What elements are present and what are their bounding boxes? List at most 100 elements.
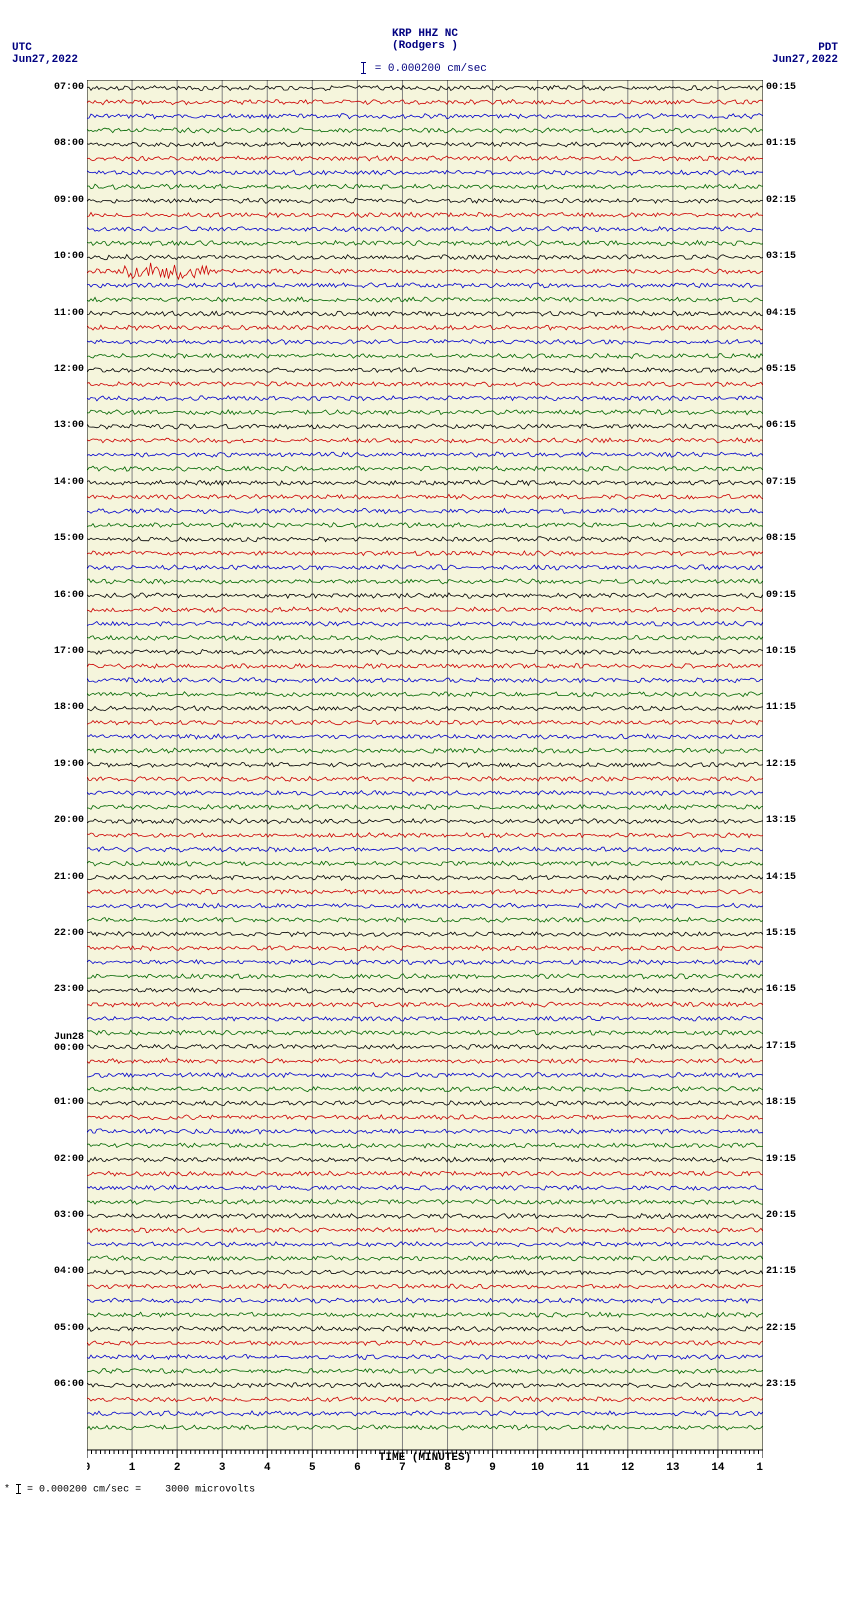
seismic-trace: [87, 114, 763, 119]
utc-hour-label: 11:00: [54, 308, 84, 319]
utc-hour-label: 22:00: [54, 928, 84, 939]
station-id: KRP HHZ NC: [0, 28, 850, 40]
seismic-trace: [87, 339, 763, 344]
seismic-trace: [87, 960, 763, 965]
seismic-trace: [87, 241, 763, 246]
pdt-hour-label: 18:15: [766, 1097, 796, 1108]
seismic-trace: [87, 748, 763, 753]
x-tick-label: 13: [666, 1462, 680, 1474]
seismic-trace: [87, 932, 763, 937]
seismic-trace: [87, 1143, 763, 1148]
pdt-hour-label: 09:15: [766, 590, 796, 601]
seismic-trace: [87, 1002, 763, 1007]
utc-hour-label: 17:00: [54, 646, 84, 657]
seismic-trace: [87, 635, 763, 640]
x-tick-label: 1: [129, 1462, 136, 1474]
seismic-trace: [87, 297, 763, 302]
seismic-trace: [87, 311, 763, 316]
seismic-trace: [87, 988, 763, 993]
header: UTC Jun27,2022 KRP HHZ NC (Rodgers ) PDT…: [0, 0, 850, 80]
seismic-trace: [87, 382, 763, 387]
pdt-hour-label: 00:15: [766, 82, 796, 93]
seismic-trace: [87, 255, 763, 260]
seismic-trace: [87, 480, 763, 485]
x-tick-label: 4: [264, 1462, 271, 1474]
seismic-trace: [87, 1326, 763, 1331]
pdt-hour-label: 13:15: [766, 815, 796, 826]
utc-hour-label: 06:00: [54, 1379, 84, 1390]
seismic-trace: [87, 791, 763, 796]
seismic-trace: [87, 607, 763, 612]
seismic-trace: [87, 1270, 763, 1275]
x-tick-label: 6: [354, 1462, 361, 1474]
x-tick-label: 9: [489, 1462, 496, 1474]
pdt-hour-label: 01:15: [766, 138, 796, 149]
utc-hour-label: 07:00: [54, 82, 84, 93]
seismic-trace: [87, 1058, 763, 1063]
seismic-trace: [87, 649, 763, 654]
pdt-hour-label: 07:15: [766, 477, 796, 488]
utc-hour-label: 19:00: [54, 759, 84, 770]
seismic-trace: [87, 664, 763, 669]
x-tick-label: 14: [711, 1462, 725, 1474]
seismic-trace: [87, 706, 763, 711]
seismic-trace: [87, 692, 763, 697]
seismic-trace: [87, 1101, 763, 1106]
seismic-trace: [87, 142, 763, 147]
x-tick-label: 5: [309, 1462, 316, 1474]
seismic-trace: [87, 1157, 763, 1162]
seismic-trace: [87, 1115, 763, 1120]
pdt-hour-label: 23:15: [766, 1379, 796, 1390]
seismic-trace: [87, 226, 763, 231]
x-tick-label: 2: [174, 1462, 181, 1474]
helicorder-plot: 012345678910111213141507:0008:0009:0010:…: [37, 80, 813, 1450]
seismic-trace: [87, 100, 763, 105]
seismic-trace: [87, 805, 763, 810]
x-tick-label: 15: [756, 1462, 763, 1474]
seismic-trace: [87, 819, 763, 824]
utc-hour-label: Jun2800:00: [54, 1033, 84, 1054]
header-center: KRP HHZ NC (Rodgers ): [0, 28, 850, 52]
pdt-hour-label: 21:15: [766, 1266, 796, 1277]
seismic-trace: [87, 263, 763, 279]
seismic-trace: [87, 1284, 763, 1289]
seismic-trace: [87, 1073, 763, 1078]
pdt-hour-label: 10:15: [766, 646, 796, 657]
pdt-hour-label: 19:15: [766, 1154, 796, 1165]
footer-scale-suffix: 3000 microvolts: [165, 1485, 255, 1496]
seismic-trace: [87, 1242, 763, 1247]
utc-hour-label: 10:00: [54, 251, 84, 262]
seismic-trace: [87, 678, 763, 683]
seismic-trace: [87, 579, 763, 584]
utc-hour-label: 14:00: [54, 477, 84, 488]
seismic-trace: [87, 1355, 763, 1360]
seismic-trace: [87, 1397, 763, 1402]
seismic-trace: [87, 1383, 763, 1388]
utc-hour-label: 13:00: [54, 420, 84, 431]
seismic-trace: [87, 1425, 763, 1430]
plot-area: 0123456789101112131415: [87, 80, 763, 1450]
pdt-hour-label: 06:15: [766, 420, 796, 431]
seismic-trace: [87, 537, 763, 542]
seismic-trace: [87, 325, 763, 330]
pdt-hour-label: 11:15: [766, 702, 796, 713]
x-tick-label: 8: [444, 1462, 451, 1474]
seismic-trace: [87, 212, 763, 217]
utc-hour-label: 01:00: [54, 1097, 84, 1108]
utc-hour-label: 21:00: [54, 872, 84, 883]
seismic-trace: [87, 734, 763, 739]
pdt-hour-label: 20:15: [766, 1210, 796, 1221]
seismic-trace: [87, 875, 763, 880]
seismic-trace: [87, 466, 763, 471]
seismic-trace: [87, 396, 763, 401]
pdt-hour-label: 15:15: [766, 928, 796, 939]
seismic-trace: [87, 762, 763, 767]
footer-scale-prefix: = 0.000200 cm/sec =: [27, 1485, 141, 1496]
seismic-trace: [87, 720, 763, 725]
seismic-trace: [87, 1129, 763, 1134]
x-tick-label: 0: [87, 1462, 90, 1474]
utc-hour-label: 18:00: [54, 702, 84, 713]
utc-hour-label: 09:00: [54, 195, 84, 206]
seismic-trace: [87, 452, 763, 457]
seismic-trace: [87, 1256, 763, 1261]
